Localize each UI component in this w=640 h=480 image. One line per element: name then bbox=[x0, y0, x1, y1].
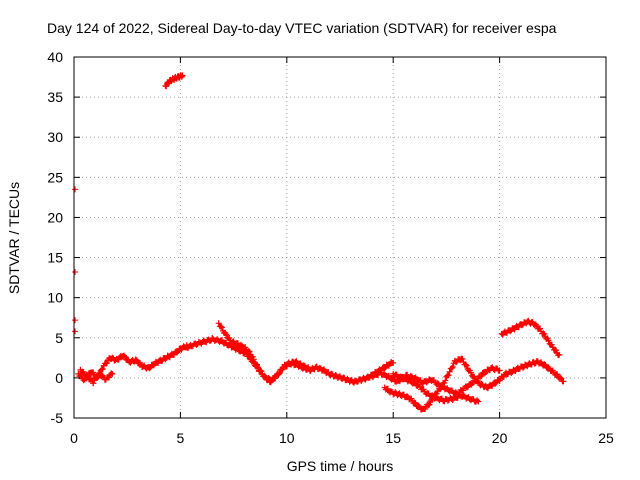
data-point bbox=[488, 364, 503, 374]
y-tick-label: 5 bbox=[55, 330, 63, 346]
series-track-2 bbox=[77, 366, 116, 387]
y-tick-label: 0 bbox=[55, 370, 63, 386]
data-point bbox=[72, 317, 79, 324]
data-point bbox=[102, 370, 116, 383]
series-track-5 bbox=[215, 320, 312, 386]
data-point bbox=[383, 359, 397, 369]
series-track-8 bbox=[390, 370, 482, 405]
y-tick-label: 40 bbox=[47, 49, 63, 65]
x-tick-label: 0 bbox=[70, 430, 78, 446]
data-point bbox=[549, 344, 563, 359]
series-track-9 bbox=[498, 317, 563, 359]
axis-ticks: 0 5 10 15 20 25 -5 0 5 10 15 20 25 30 35 40 bbox=[47, 49, 614, 446]
x-tick-label: 5 bbox=[177, 430, 185, 446]
y-tick-label: -5 bbox=[51, 410, 64, 426]
plot-frame bbox=[73, 56, 607, 419]
y-tick-label: 15 bbox=[47, 250, 63, 266]
data-point bbox=[72, 328, 79, 335]
x-tick-label: 20 bbox=[492, 430, 508, 446]
data-point bbox=[554, 371, 567, 385]
grid bbox=[74, 57, 606, 418]
data-series bbox=[72, 72, 567, 413]
y-tick-label: 30 bbox=[47, 129, 63, 145]
chart-title: Day 124 of 2022, Sidereal Day-to-day VTE… bbox=[47, 20, 557, 36]
y-tick-label: 25 bbox=[47, 169, 63, 185]
y-tick-label: 20 bbox=[47, 209, 63, 225]
series-track-6 bbox=[381, 355, 567, 413]
x-tick-label: 25 bbox=[598, 430, 614, 446]
x-tick-label: 15 bbox=[385, 430, 401, 446]
data-point bbox=[298, 362, 312, 372]
series-isolated-points bbox=[72, 186, 79, 335]
x-axis-label: GPS time / hours bbox=[287, 458, 394, 474]
data-point bbox=[72, 186, 79, 193]
data-point bbox=[72, 268, 79, 275]
y-tick-label: 10 bbox=[47, 290, 63, 306]
x-tick-label: 10 bbox=[279, 430, 295, 446]
data-point bbox=[175, 72, 186, 81]
y-axis-label: SDTVAR / TECUs bbox=[6, 182, 22, 294]
y-tick-label: 35 bbox=[47, 89, 63, 105]
data-point bbox=[466, 396, 482, 405]
series-track-3 bbox=[162, 72, 186, 90]
